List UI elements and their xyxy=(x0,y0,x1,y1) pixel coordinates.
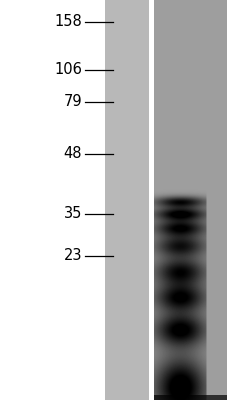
Text: 106: 106 xyxy=(54,62,82,78)
Text: 158: 158 xyxy=(54,14,82,30)
Text: 23: 23 xyxy=(63,248,82,264)
Bar xyxy=(149,0,153,400)
Bar xyxy=(104,0,149,400)
Text: 79: 79 xyxy=(63,94,82,110)
Text: 35: 35 xyxy=(63,206,82,222)
Text: 48: 48 xyxy=(63,146,82,162)
